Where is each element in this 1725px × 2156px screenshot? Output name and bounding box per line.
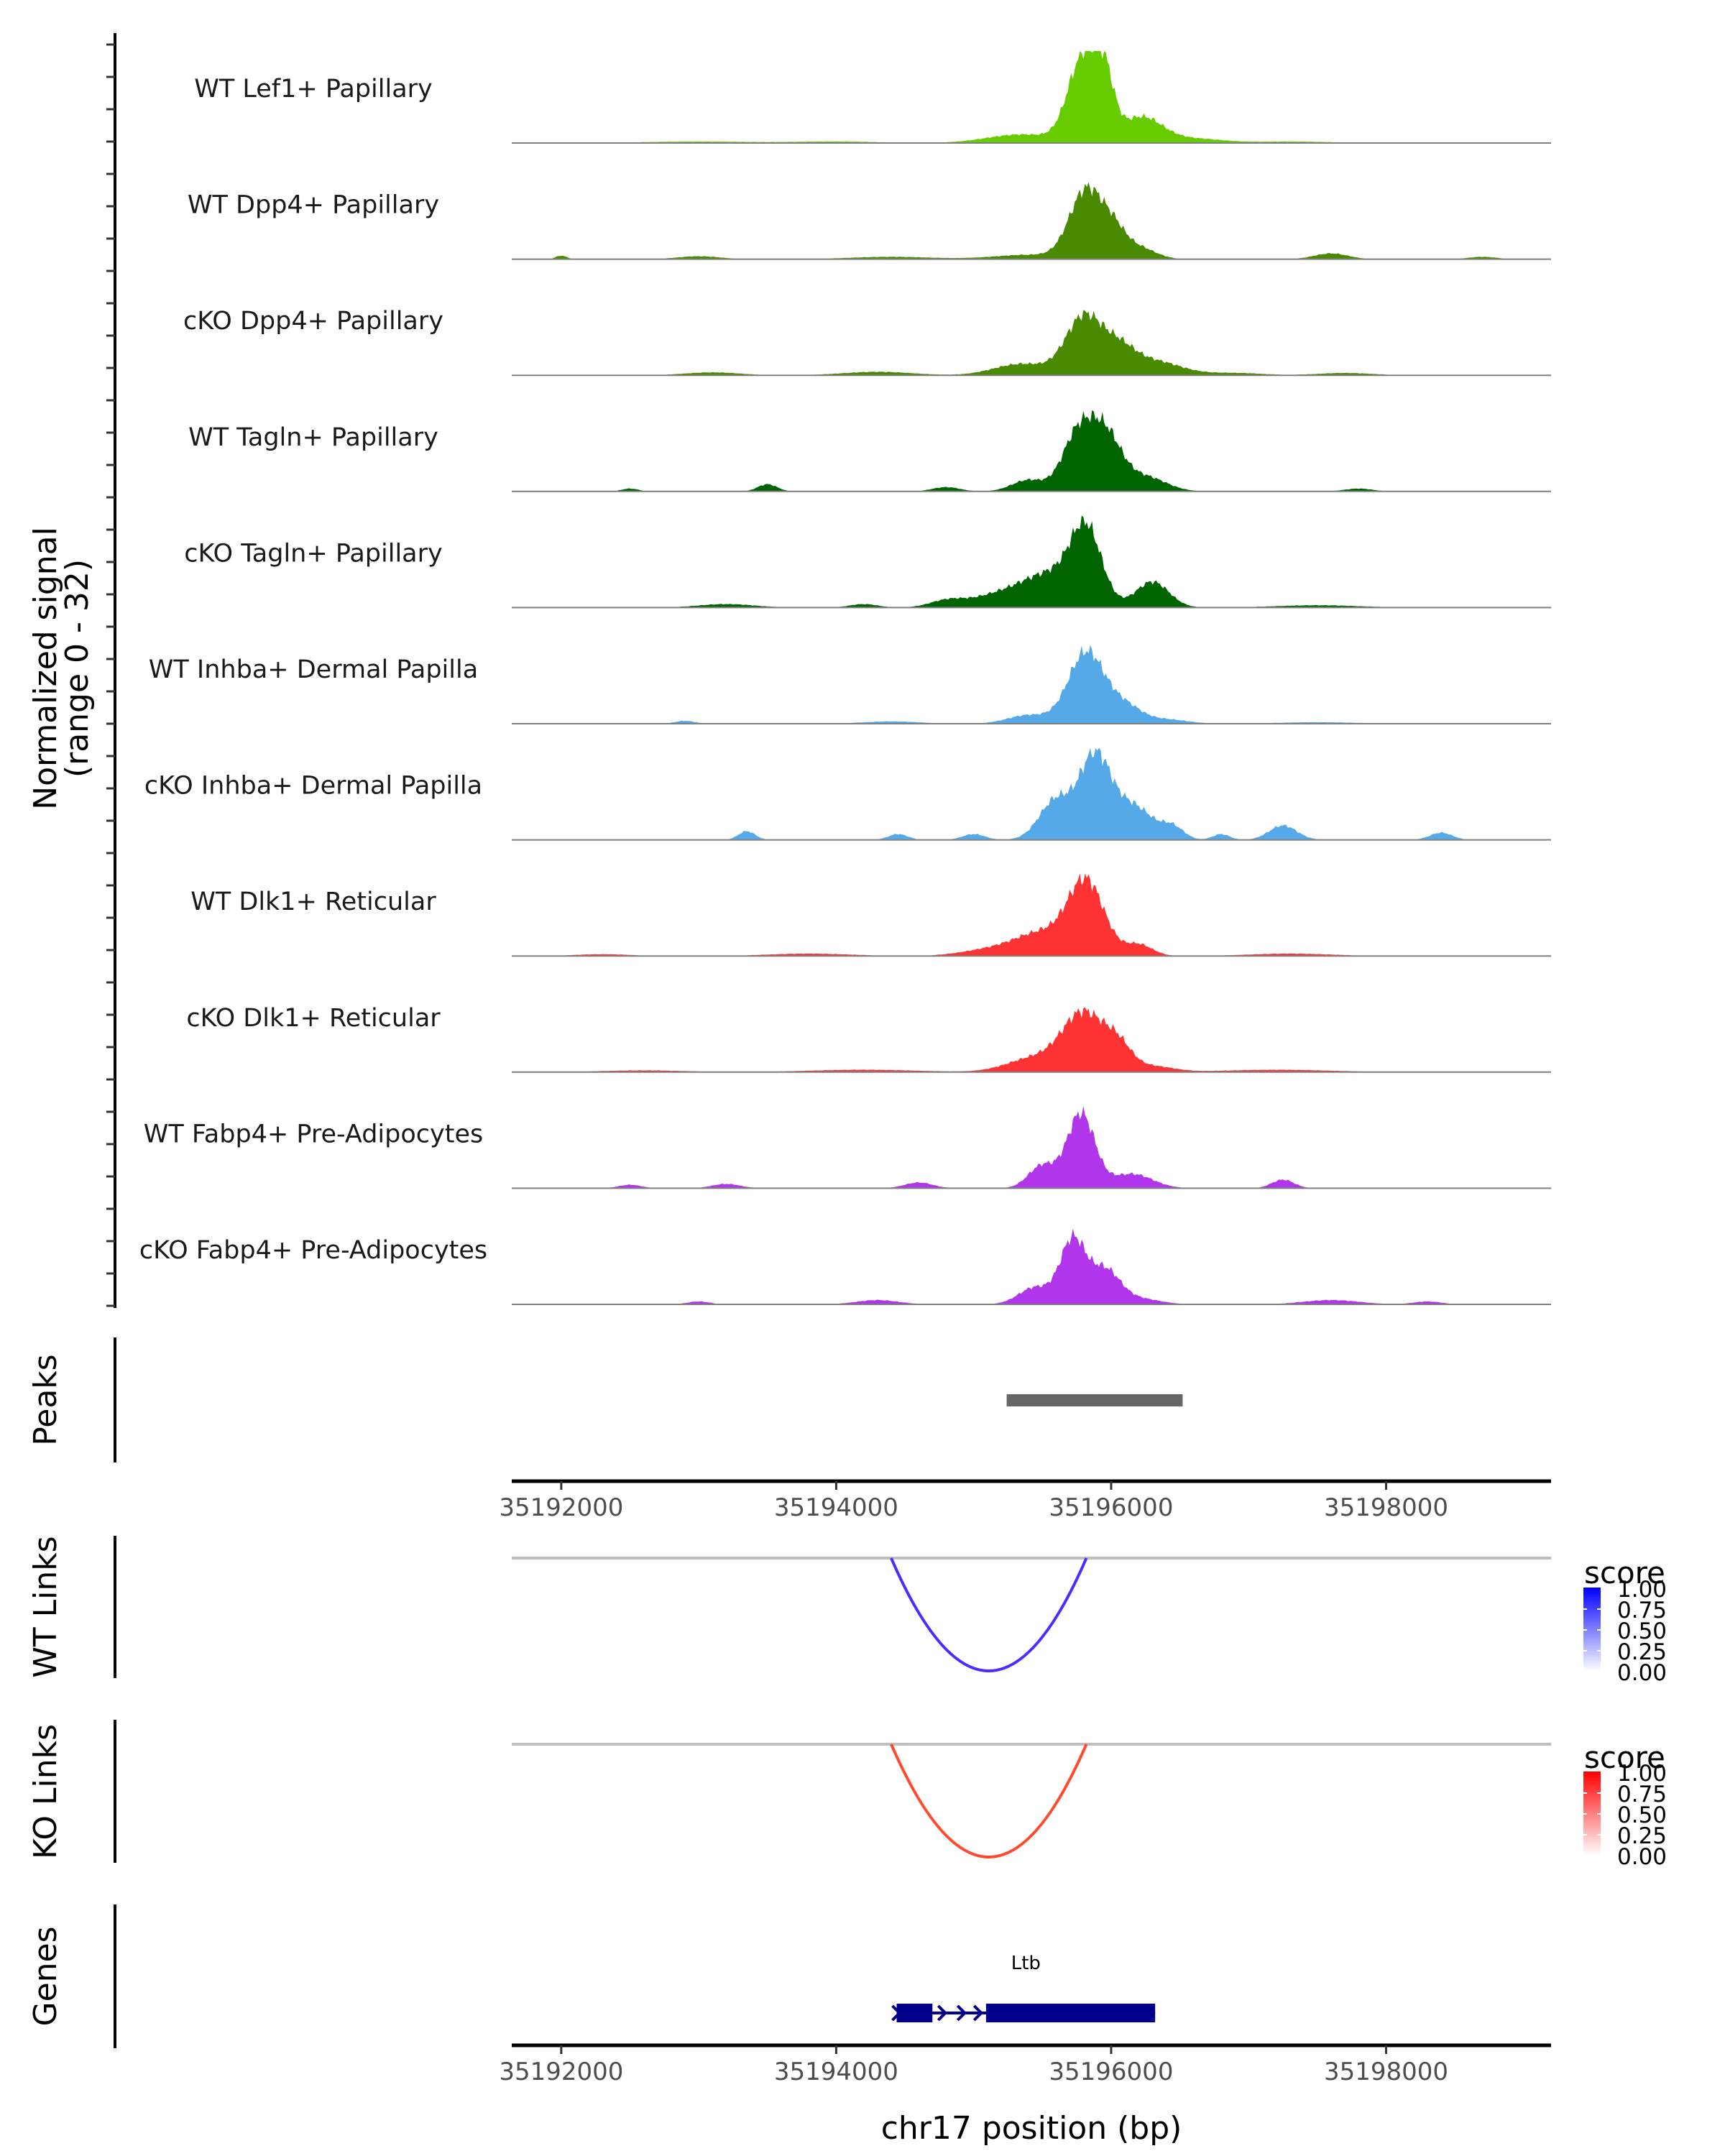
wt-link-arc	[890, 1557, 1088, 1672]
peak-region	[1006, 1394, 1183, 1406]
legend-tick-label: 0.00	[1617, 1660, 1667, 1686]
coverage-track: cKO Inhba+ Dermal Papilla	[144, 747, 1551, 841]
coverage-track: cKO Dpp4+ Papillary	[183, 307, 1551, 377]
legend-tick-label: 0.50	[1617, 1618, 1667, 1644]
coverage-track: WT Fabp4+ Pre-Adipocytes	[144, 1105, 1551, 1189]
x-tick-label: 35192000	[499, 2058, 623, 2086]
track-label: WT Fabp4+ Pre-Adipocytes	[144, 1120, 483, 1148]
gene-Ltb: Ltb	[891, 1953, 1156, 2022]
gene-exon	[985, 2004, 1156, 2022]
coverage-area	[512, 873, 1551, 957]
coverage-area	[512, 645, 1551, 724]
gene-models: Ltb	[891, 1953, 1156, 2022]
legend-tick-label: 0.50	[1617, 1802, 1667, 1828]
track-label: cKO Dlk1+ Reticular	[186, 1004, 441, 1033]
legend-tick-label: 0.00	[1617, 1844, 1667, 1870]
coverage-track: WT Dlk1+ Reticular	[190, 873, 1551, 957]
x-tick-label: 35196000	[1049, 1493, 1173, 1522]
strand-arrow-icon	[956, 2004, 967, 2022]
ko-links-legend: score 1.000.750.500.250.00	[1583, 1740, 1667, 1870]
legend-tick-label: 1.00	[1617, 1761, 1667, 1787]
ko-legend-ticks: 1.000.750.500.250.00	[1583, 1761, 1667, 1870]
wt-links-legend: score 1.000.750.500.250.00	[1583, 1555, 1667, 1686]
y-axis-title: Normalized signal (range 0 - 32)	[27, 527, 96, 810]
track-label: cKO Fabp4+ Pre-Adipocytes	[139, 1236, 487, 1265]
ko-link-arc	[890, 1743, 1088, 1858]
wt-legend-title: score	[1584, 1555, 1665, 1590]
gene-label: Ltb	[1011, 1953, 1041, 1974]
strand-arrow-icon	[972, 2004, 984, 2022]
coverage-area	[512, 51, 1551, 143]
wt-legend-ticks: 1.000.750.500.250.00	[1583, 1577, 1667, 1686]
legend-tick-label: 0.75	[1617, 1782, 1667, 1807]
coverage-track: cKO Tagln+ Papillary	[184, 515, 1551, 609]
ko-legend-title: score	[1584, 1740, 1665, 1775]
genes-track-label: Genes	[27, 1926, 64, 2026]
coverage-track: WT Tagln+ Papillary	[188, 410, 1551, 492]
strand-arrow-icon	[937, 2004, 948, 2022]
coverage-area	[512, 1105, 1551, 1189]
coverage-track: WT Dpp4+ Papillary	[188, 182, 1551, 260]
coverage-y-ticks	[106, 43, 115, 1307]
x-tick-label: 35192000	[499, 1493, 623, 1522]
peaks-regions	[1006, 1394, 1183, 1406]
x-tick-label: 35198000	[1324, 1493, 1448, 1522]
track-label: WT Tagln+ Papillary	[188, 423, 438, 452]
coverage-track: cKO Fabp4+ Pre-Adipocytes	[139, 1228, 1551, 1305]
x-ticks-bottom: 35192000 35194000 35196000 35198000	[499, 2045, 1448, 2086]
x-tick-label: 35198000	[1324, 2058, 1448, 2086]
track-label: WT Dlk1+ Reticular	[190, 888, 436, 916]
coverage-area	[512, 182, 1551, 259]
coverage-area	[512, 410, 1551, 492]
coverage-area	[512, 515, 1551, 608]
track-label: cKO Dpp4+ Papillary	[183, 307, 443, 336]
legend-tick-label: 0.25	[1617, 1823, 1667, 1849]
wt-links-track-label: WT Links	[27, 1536, 64, 1677]
x-tick-label: 35194000	[774, 1493, 898, 1522]
track-label: WT Inhba+ Dermal Papilla	[149, 655, 478, 684]
coverage-area	[512, 747, 1551, 840]
y-axis-title-line2: (range 0 - 32)	[59, 559, 96, 778]
track-label: WT Lef1+ Papillary	[194, 75, 433, 103]
track-label: cKO Inhba+ Dermal Papilla	[144, 772, 482, 801]
x-axis-title: chr17 position (bp)	[881, 2110, 1182, 2147]
peaks-track-label: Peaks	[27, 1354, 64, 1445]
strand-arrow-icon	[891, 2004, 902, 2022]
coverage-track: WT Lef1+ Papillary	[194, 51, 1551, 144]
legend-tick-label: 0.25	[1617, 1639, 1667, 1665]
track-label: WT Dpp4+ Papillary	[188, 191, 439, 220]
coverage-area	[512, 310, 1551, 376]
ko-links-track-label: KO Links	[27, 1724, 64, 1859]
y-axis-title-line1: Normalized signal	[27, 527, 64, 810]
x-tick-label: 35194000	[774, 2058, 898, 2086]
coverage-track: cKO Dlk1+ Reticular	[186, 1004, 1551, 1073]
track-label: cKO Tagln+ Papillary	[184, 539, 443, 568]
legend-tick-label: 0.75	[1617, 1598, 1667, 1623]
coverage-track: WT Inhba+ Dermal Papilla	[149, 645, 1551, 724]
legend-tick-label: 1.00	[1617, 1577, 1667, 1603]
coverage-tracks: WT Lef1+ Papillary WT Dpp4+ Papillary cKO …	[139, 51, 1551, 1305]
coverage-area	[512, 1007, 1551, 1072]
x-ticks-top: 35192000 35194000 35196000 35198000	[499, 1481, 1448, 1522]
x-tick-label: 35196000	[1049, 2058, 1173, 2086]
gene-exon	[896, 2004, 933, 2022]
coverage-area	[512, 1228, 1551, 1304]
